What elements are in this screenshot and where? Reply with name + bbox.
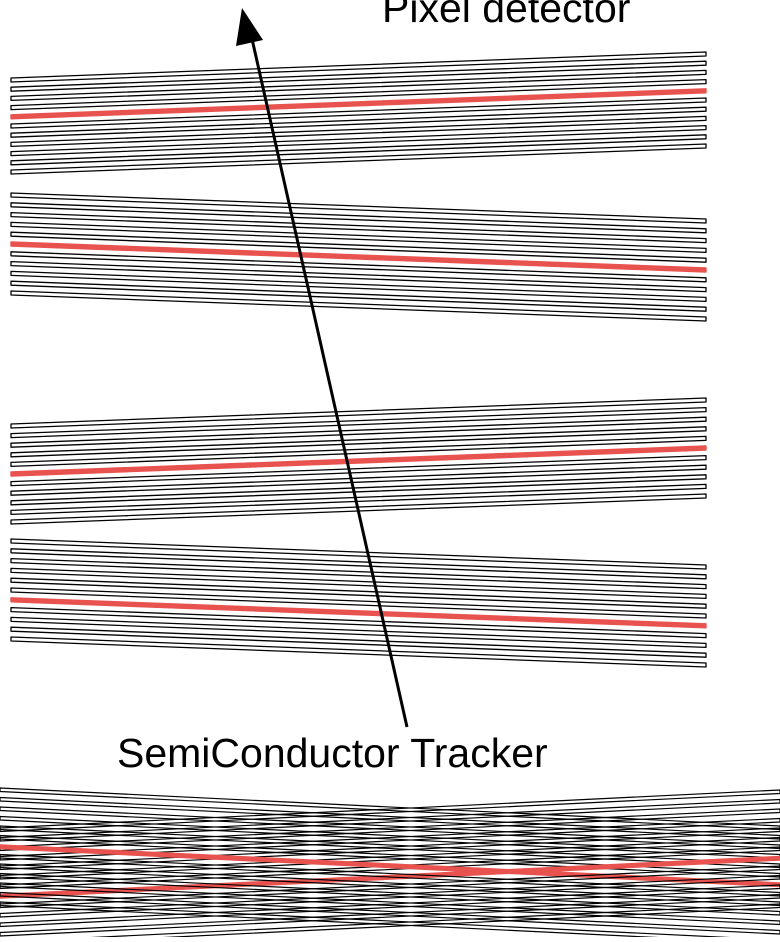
strip [10, 192, 707, 224]
strip [10, 290, 707, 322]
strip [10, 231, 707, 263]
strip [0, 891, 780, 935]
strip [0, 863, 780, 907]
strip [0, 815, 780, 859]
strip [0, 872, 780, 916]
semiconductor-tracker-label: SemiConductor Tracker [117, 730, 548, 776]
strip [10, 577, 707, 609]
strip [10, 280, 707, 312]
strip [10, 454, 707, 487]
strip [0, 789, 780, 833]
pixel-stack-4 [10, 538, 707, 668]
highlighted-strip [10, 597, 707, 629]
strip [0, 834, 780, 878]
strip [10, 69, 707, 102]
strip [10, 606, 707, 639]
strip [0, 796, 780, 840]
strip [0, 846, 780, 890]
pixel-detector-label: Pixel detector [382, 0, 631, 31]
trajectory-arrow-line [248, 29, 409, 728]
strip [0, 893, 780, 937]
strip [0, 874, 780, 918]
strip [10, 260, 707, 293]
strip [10, 567, 707, 600]
strip [10, 60, 707, 92]
strip [10, 548, 707, 580]
strip [0, 884, 780, 928]
strip [10, 483, 707, 516]
strip [10, 270, 707, 303]
strip [0, 808, 780, 852]
strip [0, 903, 780, 942]
pixel-stack-1 [10, 51, 707, 175]
strip [10, 538, 707, 570]
strip [10, 464, 707, 496]
strip [10, 106, 707, 138]
strip [0, 901, 780, 942]
strip [0, 882, 780, 926]
strip [10, 124, 707, 157]
strip [10, 221, 707, 254]
pixel-stack-2 [10, 192, 707, 322]
sct-stack [0, 787, 780, 942]
strip [0, 798, 780, 842]
strip [10, 636, 707, 668]
strip [10, 115, 707, 148]
strip [10, 587, 707, 619]
strip [0, 836, 780, 880]
highlighted-strip [10, 88, 707, 120]
strip [0, 806, 780, 850]
strip [10, 435, 707, 468]
strip [0, 827, 780, 871]
strip [10, 557, 707, 590]
strip [0, 825, 780, 869]
strip [10, 134, 707, 166]
highlighted-strip [10, 241, 707, 273]
strip [10, 416, 707, 448]
strip [10, 251, 707, 283]
strip [10, 211, 707, 244]
strip [10, 143, 707, 175]
strip [10, 397, 707, 429]
strip [10, 51, 707, 83]
strip [10, 626, 707, 658]
strip [0, 853, 780, 897]
strip [10, 78, 707, 111]
highlighted-strip [10, 445, 707, 477]
strip [10, 406, 707, 439]
strip [0, 787, 780, 831]
strip [0, 817, 780, 861]
strip [0, 865, 780, 909]
strip [10, 616, 707, 649]
strip [10, 202, 707, 234]
strip [10, 426, 707, 458]
arrowhead-icon [236, 8, 263, 46]
strip [10, 97, 707, 129]
strip [10, 474, 707, 506]
